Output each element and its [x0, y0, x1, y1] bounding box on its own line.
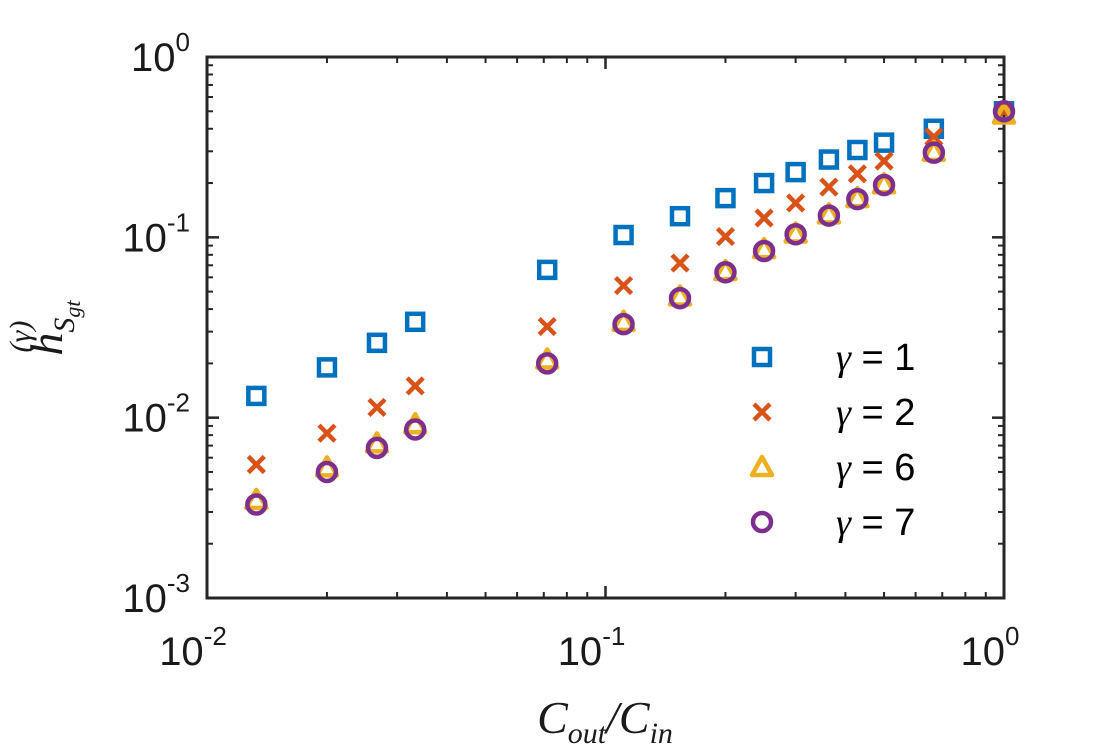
point-series-2-stroke [754, 208, 774, 228]
point-series-4 [872, 173, 896, 197]
point-series-2 [246, 454, 266, 475]
point-series-1 [873, 132, 895, 153]
point-series-2-stroke [670, 253, 690, 273]
point-series-1 [847, 139, 868, 161]
point-series-1 [613, 224, 634, 246]
point-series-3 [611, 309, 636, 333]
point-series-1 [536, 259, 558, 281]
plot-area [205, 55, 1006, 600]
y-tick-label: 10-3 [122, 568, 190, 621]
y-tick-label: 10-1 [122, 207, 190, 260]
legend-marker-4 [750, 510, 774, 534]
point-series-2 [715, 226, 736, 247]
point-series-4 [992, 100, 1016, 123]
point-series-4 [714, 261, 737, 284]
point-series-2-stroke [874, 151, 894, 171]
series-2 [246, 101, 1014, 475]
point-series-4 [922, 141, 946, 164]
point-series-3 [751, 236, 777, 260]
point-series-1 [404, 311, 426, 333]
point-series-2-stroke [786, 193, 806, 213]
point-series-2-stroke [405, 376, 425, 396]
point-series-4 [315, 460, 339, 484]
point-series-4 [668, 286, 692, 310]
point-series-2-stroke [317, 423, 337, 443]
point-series-2-stroke [613, 276, 634, 296]
series-1 [246, 101, 1015, 407]
point-series-2 [924, 127, 944, 147]
point-series-2-stroke [715, 226, 736, 247]
point-series-2-stroke [924, 127, 944, 147]
point-series-4 [846, 187, 869, 211]
point-series-2 [317, 423, 337, 443]
point-series-2-stroke [819, 177, 839, 197]
legend-label-3: γ = 6 [836, 447, 915, 489]
point-series-1 [818, 149, 840, 170]
point-series-4 [245, 493, 268, 516]
point-series-1 [669, 205, 691, 227]
legend-marker-1 [751, 346, 773, 368]
legend: γ = 1 γ = 2 γ = 6 γ = 7 [749, 337, 915, 544]
point-series-2 [613, 276, 634, 296]
data-markers [244, 100, 1017, 516]
point-series-2-stroke [847, 164, 867, 184]
point-series-4 [784, 223, 807, 246]
point-series-4 [752, 239, 776, 263]
point-series-1 [753, 172, 775, 194]
point-series-2 [405, 376, 425, 396]
point-series-4 [817, 204, 841, 227]
point-series-3 [667, 284, 693, 307]
legend-label-1: γ = 1 [836, 337, 915, 379]
point-series-1 [785, 161, 806, 183]
x-axis-title: Cout/Cin [537, 692, 673, 750]
x-tick-label: 10-1 [558, 621, 626, 674]
point-series-2 [819, 177, 839, 197]
point-series-2 [367, 397, 387, 417]
point-series-1 [246, 385, 267, 407]
point-series-2-stroke [537, 316, 557, 337]
x-tick-label: 100 [961, 621, 1020, 674]
legend-label-2: γ = 2 [836, 392, 915, 434]
point-series-2 [847, 164, 867, 184]
point-series-4 [403, 418, 427, 441]
point-series-2 [537, 316, 557, 337]
point-series-4 [535, 352, 559, 375]
point-series-1 [316, 357, 338, 378]
legend-marker-3 [749, 454, 775, 478]
point-series-4 [365, 436, 389, 460]
point-series-2 [754, 208, 774, 228]
point-series-2 [874, 151, 894, 171]
point-series-1 [715, 187, 736, 209]
point-series-2 [786, 193, 806, 213]
y-tick-label: 10-2 [122, 388, 190, 441]
x-tick-label: 10-2 [159, 621, 227, 674]
point-series-4 [612, 312, 635, 336]
y-axis-title: hSgt(γ) [4, 300, 85, 356]
point-series-2-stroke [246, 454, 266, 475]
series-4 [245, 100, 1016, 516]
legend-marker-2-stroke [752, 402, 772, 422]
legend-label-4: γ = 7 [836, 502, 915, 544]
axis-ticks [205, 55, 1006, 600]
point-series-1 [366, 332, 388, 354]
legend-marker-2 [752, 402, 772, 422]
point-series-2 [670, 253, 690, 273]
y-tick-label: 100 [131, 27, 190, 80]
point-series-2-stroke [367, 397, 387, 417]
